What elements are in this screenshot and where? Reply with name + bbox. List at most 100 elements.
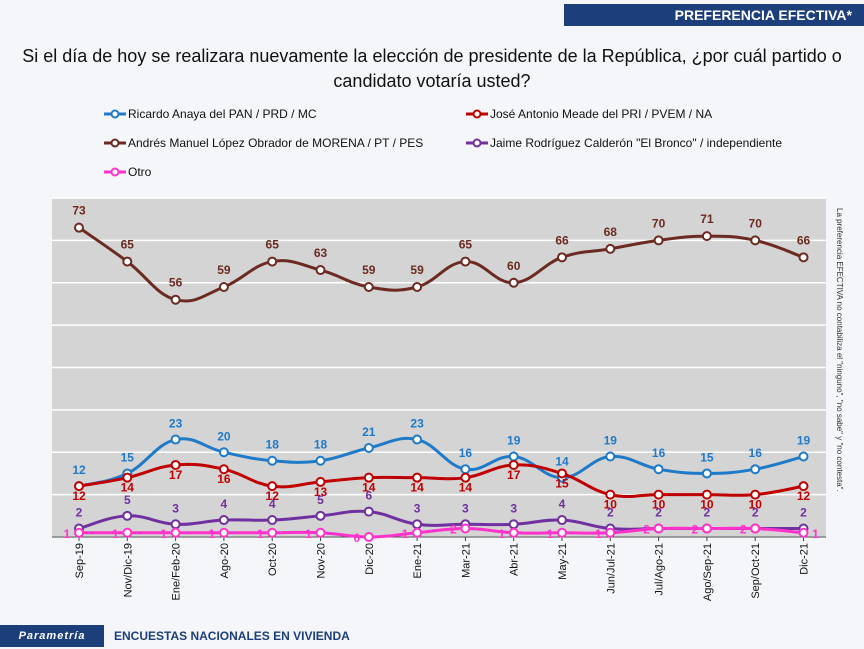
data-point — [605, 527, 616, 538]
data-point — [798, 451, 809, 462]
data-label: 1 — [498, 527, 505, 541]
data-point — [605, 243, 616, 254]
data-label: 4 — [221, 497, 228, 511]
data-point — [74, 222, 84, 233]
x-tick-label: May-21 — [557, 543, 569, 580]
data-point — [170, 434, 181, 445]
data-point — [460, 523, 471, 534]
footer-bar: Parametría ENCUESTAS NACIONALES EN VIVIE… — [0, 625, 864, 649]
data-point — [701, 231, 712, 242]
data-point — [508, 527, 519, 538]
series-line — [78, 462, 804, 498]
data-label: 1 — [305, 527, 312, 541]
series-line — [78, 526, 804, 539]
data-label: 3 — [510, 501, 517, 515]
data-label: 65 — [121, 238, 135, 252]
legend-label: Andrés Manuel López Obrador de MORENA / … — [128, 136, 424, 150]
page-title: PREFERENCIA EFECTIVA* — [674, 7, 852, 23]
x-tick-label: Oct-20 — [267, 543, 279, 576]
data-label: 23 — [410, 417, 424, 431]
header-band — [564, 4, 864, 26]
data-label: 56 — [169, 276, 183, 290]
data-label: 65 — [266, 238, 280, 252]
data-label: 65 — [459, 238, 473, 252]
data-point — [122, 472, 133, 483]
x-tick-label: Abr-21 — [509, 543, 521, 576]
data-point — [412, 472, 423, 483]
data-point — [74, 527, 84, 538]
data-point — [508, 519, 519, 530]
legend-label: Jaime Rodríguez Calderón "El Bronco" / i… — [490, 136, 783, 150]
data-point — [170, 527, 181, 538]
series-line — [78, 226, 804, 303]
data-label: 2 — [450, 523, 457, 537]
data-label: 5 — [124, 493, 131, 507]
data-label: 1 — [64, 527, 71, 541]
data-point — [363, 472, 374, 483]
data-point — [750, 489, 761, 500]
series-line — [78, 436, 804, 488]
data-label: 4 — [269, 497, 276, 511]
data-label: 1 — [160, 527, 167, 541]
legend-marker-icon — [104, 138, 126, 148]
data-point — [798, 527, 809, 538]
data-label: 2 — [740, 523, 747, 537]
data-label: 15 — [700, 450, 714, 464]
data-label: 13 — [314, 485, 328, 499]
data-label: 2 — [800, 506, 807, 520]
legend-marker-icon — [466, 109, 488, 119]
data-label: 2 — [643, 523, 650, 537]
data-point — [74, 481, 84, 492]
data-label: 14 — [459, 481, 473, 495]
data-label: 10 — [652, 498, 666, 512]
data-label: 1 — [595, 527, 602, 541]
series-2: 73 65 56 59 65 63 59 59 65 60 66 68 70 71 70 66 — [72, 204, 810, 305]
data-point — [798, 481, 809, 492]
data-label: 12 — [72, 489, 86, 503]
data-point — [267, 481, 278, 492]
data-point — [412, 434, 423, 445]
data-point — [653, 523, 664, 534]
data-label: 68 — [604, 225, 618, 239]
data-point — [557, 527, 567, 538]
data-point — [460, 472, 471, 483]
data-point — [653, 464, 664, 475]
data-point — [750, 235, 761, 246]
x-tick-label: Nov/Dic-19 — [122, 543, 134, 597]
data-point — [460, 464, 471, 475]
data-point — [701, 523, 712, 534]
data-label: 73 — [72, 204, 86, 218]
data-point — [315, 510, 326, 521]
series-0: 12 15 23 20 18 18 21 23 16 19 14 19 16 15 16 19 — [72, 417, 810, 492]
data-label: 59 — [362, 263, 376, 277]
data-label: 1 — [257, 527, 264, 541]
x-tick-label: Jul/Ago-21 — [654, 543, 666, 596]
data-label: 1 — [209, 527, 216, 541]
data-label: 1 — [112, 527, 119, 541]
data-label: 1 — [402, 527, 409, 541]
data-point — [412, 527, 423, 538]
data-label: 2 — [752, 506, 759, 520]
data-label: 2 — [704, 506, 711, 520]
data-point — [122, 510, 133, 521]
x-tick-label: Sep/Oct-21 — [750, 543, 762, 599]
data-label: 16 — [459, 446, 473, 460]
data-label: 18 — [314, 438, 328, 452]
data-point — [315, 527, 326, 538]
data-label: 3 — [172, 501, 179, 515]
data-label: 16 — [652, 446, 666, 460]
data-label: 21 — [362, 425, 376, 439]
data-label: 19 — [604, 433, 618, 447]
data-point — [605, 489, 616, 500]
data-point — [170, 294, 181, 305]
data-label: 1 — [812, 527, 819, 541]
data-label: 70 — [652, 216, 666, 230]
data-point — [170, 459, 181, 470]
survey-question: Si el día de hoy se realizara nuevamente… — [22, 46, 842, 91]
legend-label: Ricardo Anaya del PAN / PRD / MC — [128, 107, 317, 121]
data-point — [218, 527, 229, 538]
side-note-text: La preferencia EFECTIVA no contabiliza e… — [835, 208, 844, 492]
x-tick-label: Ene/Feb-20 — [171, 543, 183, 600]
x-tick-label: Ago/Sep-21 — [702, 543, 714, 601]
data-point — [750, 523, 761, 534]
